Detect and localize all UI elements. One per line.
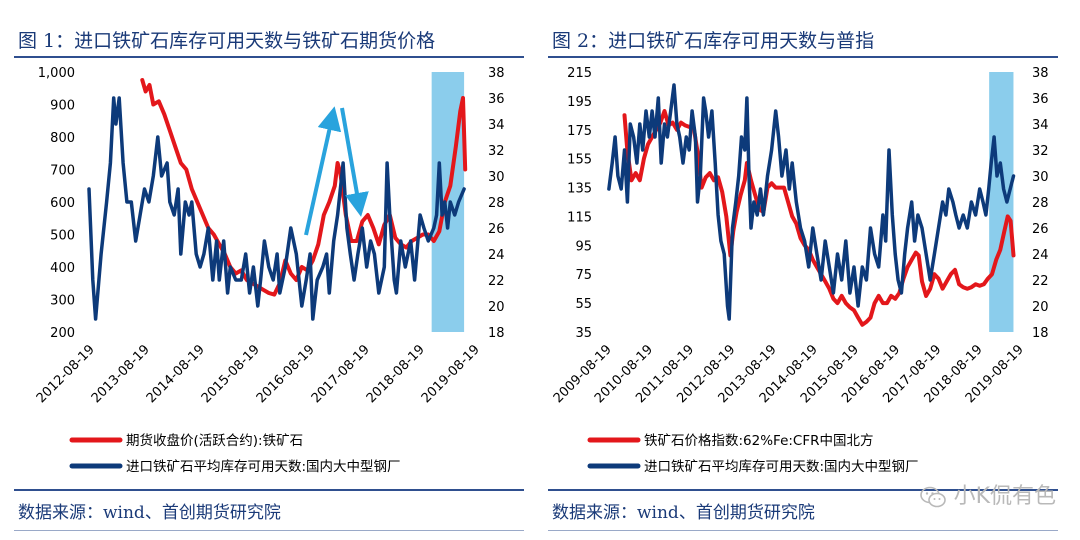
legend-label: 进口铁矿石平均库存可用天数:国内大中型钢厂 <box>644 459 919 475</box>
y-right-tick-label: 28 <box>488 196 505 211</box>
y-right-tick-label: 20 <box>488 300 505 315</box>
x-tick-label: 2015-08-19 <box>199 342 263 406</box>
y-right-tick-label: 24 <box>488 248 505 263</box>
legend-label: 进口铁矿石平均库存可用天数:国内大中型钢厂 <box>126 459 401 475</box>
y-right-tick-label: 38 <box>1032 66 1049 81</box>
y-left-tick-label: 215 <box>567 66 592 81</box>
end-rule <box>14 530 524 531</box>
y-right-tick-label: 28 <box>1032 196 1049 211</box>
wechat-icon <box>919 486 946 508</box>
y-left-tick-label: 800 <box>50 131 75 146</box>
x-tick-label: 2014-08-19 <box>144 342 208 406</box>
x-tick-label: 2018-08-19 <box>364 342 428 406</box>
y-right-tick-label: 34 <box>1032 118 1049 133</box>
source-rule <box>548 489 1058 491</box>
chart-figure: 200 300 400 500 600 700 800 900 1,000 18 20 22 24 26 2… <box>34 66 505 475</box>
legend-label: 铁矿石价格指数:62%Fe:CFR中国北方 <box>644 433 874 449</box>
x-tick-label: 2013-08-19 <box>89 342 153 406</box>
x-tick-label: 2012-08-19 <box>34 342 98 406</box>
series-line-inventory-days <box>607 83 1016 321</box>
y-left-tick-label: 75 <box>575 268 592 283</box>
y-left-tick-label: 300 <box>50 294 75 309</box>
y-left-tick-label: 95 <box>575 239 592 254</box>
arrow-down <box>340 107 369 217</box>
y-right-tick-label: 18 <box>488 326 505 341</box>
y-left-tick-label: 155 <box>567 153 592 168</box>
end-rule <box>548 530 1058 531</box>
y-right-tick-label: 22 <box>488 274 505 289</box>
arrow-up <box>304 106 342 236</box>
chart-title: 图 2：进口铁矿石库存可用天数与普指 <box>552 30 875 52</box>
chart-figure: 35 55 75 95 115 135 155 175 195 215 18 20 22 24 26 28 30… <box>551 66 1049 475</box>
y-right-tick-label: 20 <box>1032 300 1049 315</box>
series-line-inventory-days <box>87 96 466 321</box>
y-left-tick-label: 600 <box>50 196 75 211</box>
y-right-tick-label: 24 <box>1032 248 1049 263</box>
y-right-tick-label: 22 <box>1032 274 1049 289</box>
chart-panel-1: 图 1：进口铁矿石库存可用天数与铁矿石期货价格 200 300 400 500 600 7… <box>14 0 524 540</box>
highlight-band <box>989 72 1014 332</box>
y-left-tick-label: 115 <box>567 210 592 225</box>
y-left-tick-label: 175 <box>567 124 592 139</box>
y-left-tick-label: 55 <box>575 297 592 312</box>
y-right-tick-label: 26 <box>488 222 505 237</box>
y-left-tick-label: 500 <box>50 229 75 244</box>
y-right-tick-label: 36 <box>1032 92 1049 107</box>
title-rule <box>548 56 1058 58</box>
y-left-tick-label: 900 <box>50 99 75 114</box>
y-right-tick-label: 38 <box>488 66 505 81</box>
legend-label: 期货收盘价(活跃合约):铁矿石 <box>126 432 303 449</box>
y-left-tick-label: 200 <box>50 326 75 341</box>
y-left-tick-label: 35 <box>575 326 592 341</box>
data-source: 数据来源：wind、首创期货研究院 <box>552 503 815 523</box>
y-left-tick-label: 400 <box>50 261 75 276</box>
y-right-tick-label: 26 <box>1032 222 1049 237</box>
y-left-tick-label: 700 <box>50 164 75 179</box>
y-left-tick-label: 195 <box>567 95 592 110</box>
chart-title: 图 1：进口铁矿石库存可用天数与铁矿石期货价格 <box>18 30 436 52</box>
data-source: 数据来源：wind、首创期货研究院 <box>18 503 281 523</box>
y-right-tick-label: 18 <box>1032 326 1049 341</box>
x-tick-label: 2016-08-19 <box>254 342 318 406</box>
y-left-tick-label: 1,000 <box>38 66 75 81</box>
watermark: 小K侃有色 <box>919 478 1056 510</box>
chart-panel-2: 图 2：进口铁矿石库存可用天数与普指 35 55 75 95 115 135 155 175 1… <box>548 0 1058 540</box>
y-right-tick-label: 34 <box>488 118 505 133</box>
y-right-tick-label: 36 <box>488 92 505 107</box>
y-right-tick-label: 30 <box>1032 170 1049 185</box>
title-rule <box>14 56 524 58</box>
y-right-tick-label: 30 <box>488 170 505 185</box>
x-tick-label: 2019-08-19 <box>419 342 483 406</box>
y-left-tick-label: 135 <box>567 182 592 197</box>
y-right-tick-label: 32 <box>1032 144 1049 159</box>
source-rule <box>14 489 524 491</box>
y-right-tick-label: 32 <box>488 144 505 159</box>
x-tick-label: 2017-08-19 <box>309 342 373 406</box>
watermark-text: 小K侃有色 <box>953 484 1056 509</box>
